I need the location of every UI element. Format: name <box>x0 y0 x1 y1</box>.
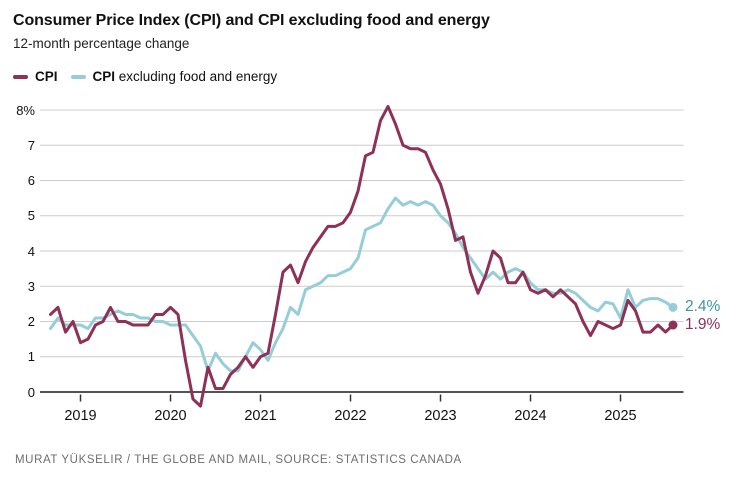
series-line-cpi <box>49 104 675 408</box>
x-axis-tick-label: 2022 <box>334 408 367 424</box>
x-axis-tick-label: 2024 <box>514 408 547 424</box>
x-axis-tick-label: 2021 <box>244 408 277 424</box>
x-axis-tick-label: 2019 <box>64 408 97 424</box>
core-line-swatch <box>70 74 86 79</box>
y-axis-tick-label: 3 <box>27 278 35 294</box>
x-axis-tick-label: 2023 <box>424 408 457 424</box>
cpi-end-value-label: 1.9% <box>685 315 721 333</box>
y-axis-tick-label: 0 <box>27 384 35 400</box>
y-axis-tick-label: 1 <box>27 349 35 365</box>
y-axis-tick-label: 7 <box>27 137 35 153</box>
legend-item-core: CPI excluding food and energy <box>70 69 278 84</box>
series-end-dot-core <box>668 302 678 312</box>
legend-label-cpi: CPI <box>35 69 58 84</box>
y-axis-tick-label: 5 <box>27 208 35 224</box>
y-axis-tick-label: 8% <box>16 102 35 118</box>
core-end-value-label: 2.4% <box>685 297 721 315</box>
y-axis-tick-label: 6 <box>27 173 35 188</box>
legend-label-core: CPI excluding food and energy <box>92 69 278 84</box>
cpi-line-swatch <box>13 74 28 79</box>
series-end-dot-cpi <box>668 320 678 330</box>
page-subtitle: 12-month percentage change <box>13 36 190 51</box>
source-credit: MURAT YÜKSELIR / THE GLOBE AND MAIL, SOU… <box>15 454 462 466</box>
legend-item-cpi: CPI <box>13 69 58 84</box>
page-title: Consumer Price Index (CPI) and CPI exclu… <box>13 12 490 29</box>
y-axis-tick-label: 4 <box>27 243 35 259</box>
series-line-core <box>49 196 675 373</box>
x-axis-tick-label: 2025 <box>604 408 637 424</box>
x-axis-tick-label: 2020 <box>154 408 187 424</box>
y-axis-tick-label: 2 <box>27 314 35 329</box>
legend: CPI CPI excluding food and energy <box>13 69 277 84</box>
